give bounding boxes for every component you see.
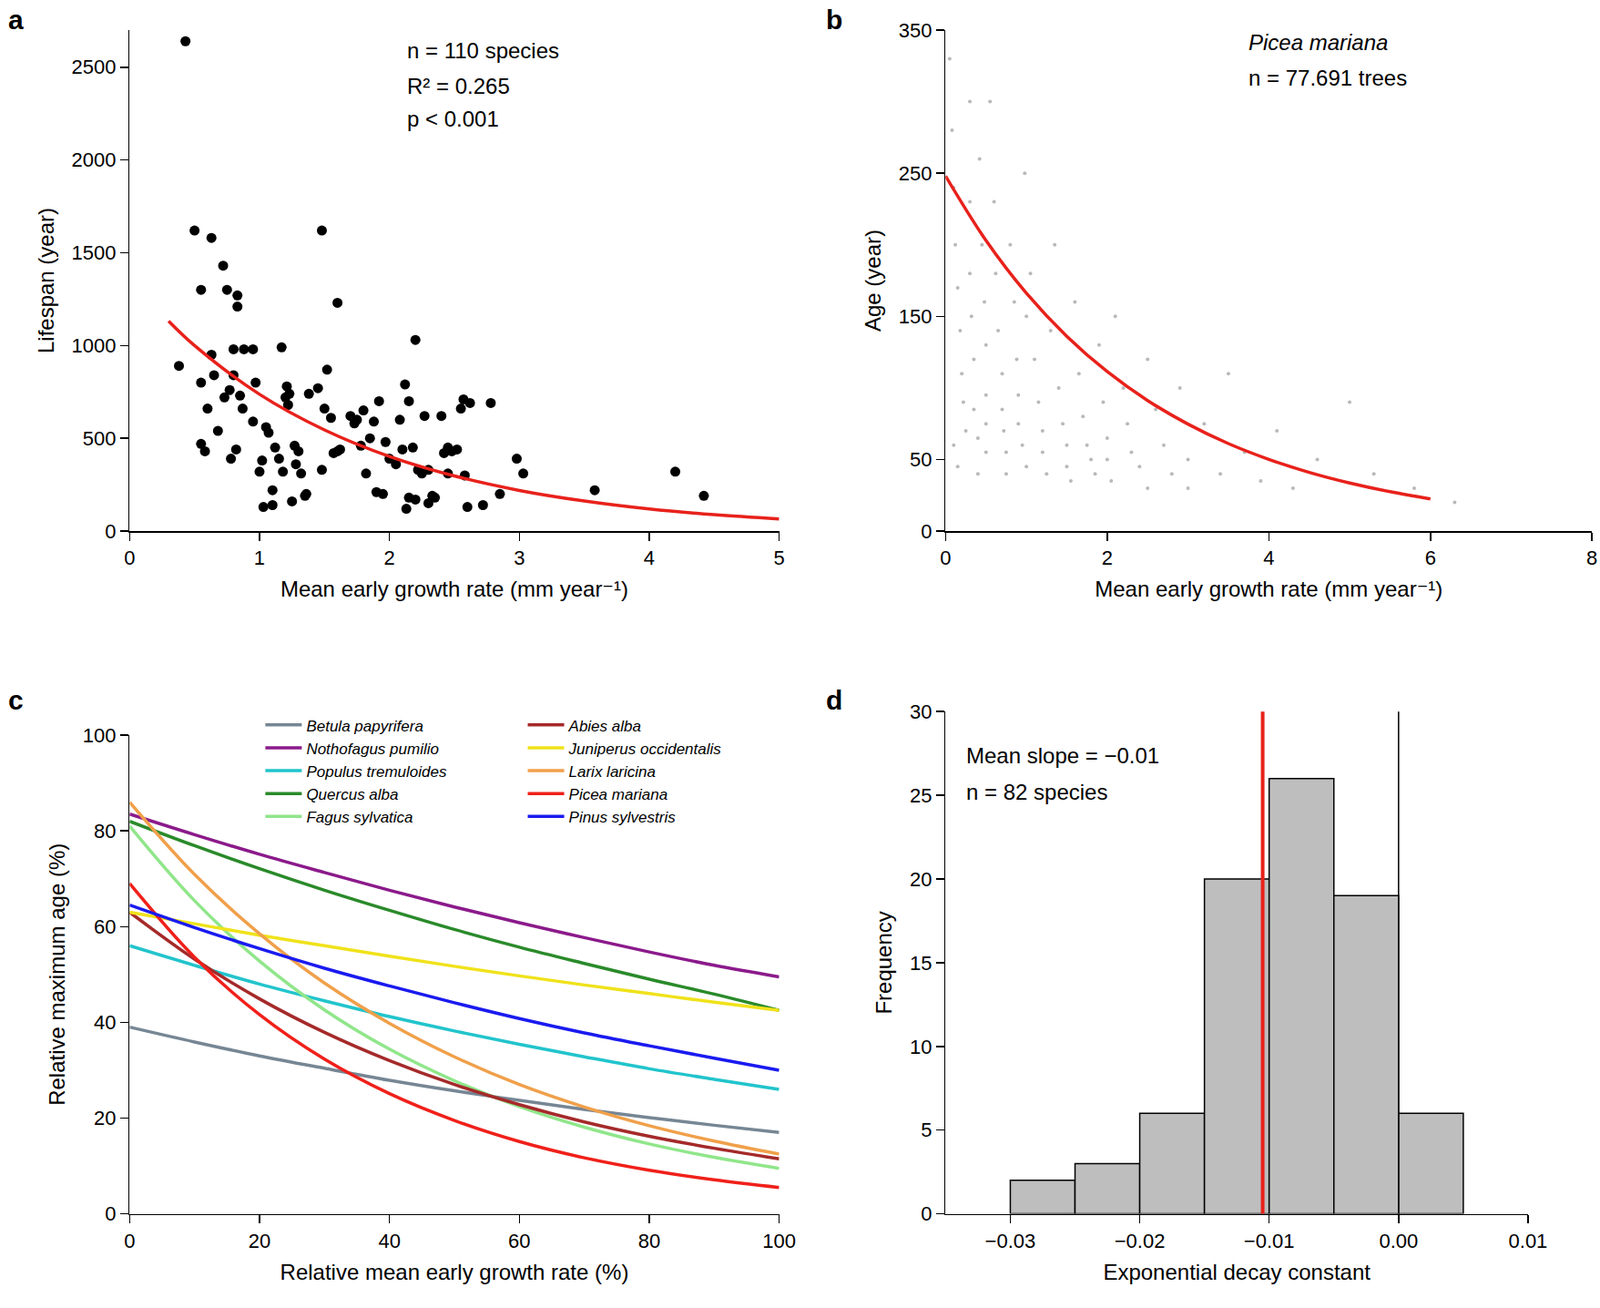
svg-text:80: 80 bbox=[93, 819, 116, 843]
svg-text:40: 40 bbox=[93, 1010, 116, 1034]
svg-text:0: 0 bbox=[939, 546, 951, 570]
svg-text:p < 0.001: p < 0.001 bbox=[407, 106, 500, 132]
svg-text:2500: 2500 bbox=[71, 55, 116, 79]
svg-text:1: 1 bbox=[254, 546, 265, 570]
svg-text:2: 2 bbox=[1101, 546, 1113, 570]
svg-text:10: 10 bbox=[909, 1035, 932, 1059]
svg-text:Quercus alba: Quercus alba bbox=[305, 785, 398, 804]
svg-text:R² = 0.265: R² = 0.265 bbox=[407, 73, 510, 99]
svg-text:Abies alba: Abies alba bbox=[568, 716, 642, 734]
svg-text:d: d bbox=[825, 684, 843, 715]
svg-text:Populus tremuloides: Populus tremuloides bbox=[305, 763, 448, 781]
svg-text:Nothofagus pumilio: Nothofagus pumilio bbox=[305, 740, 439, 758]
svg-text:2000: 2000 bbox=[71, 148, 116, 172]
svg-text:5: 5 bbox=[920, 1118, 932, 1142]
svg-text:0: 0 bbox=[104, 519, 116, 543]
svg-text:Relative mean early growth rat: Relative mean early growth rate (%) bbox=[280, 1259, 630, 1285]
svg-text:0: 0 bbox=[123, 546, 135, 570]
svg-text:30: 30 bbox=[909, 700, 932, 724]
svg-text:25: 25 bbox=[909, 784, 932, 807]
svg-text:n = 77.691 trees: n = 77.691 trees bbox=[1248, 65, 1407, 91]
svg-text:15: 15 bbox=[909, 951, 932, 975]
svg-text:250: 250 bbox=[898, 162, 933, 185]
svg-text:−0.03: −0.03 bbox=[985, 1229, 1037, 1253]
svg-text:Betula papyrifera: Betula papyrifera bbox=[305, 716, 424, 734]
svg-text:4: 4 bbox=[1263, 546, 1274, 570]
svg-text:Picea mariana: Picea mariana bbox=[1248, 30, 1388, 55]
svg-text:−0.02: −0.02 bbox=[1114, 1229, 1166, 1253]
svg-text:150: 150 bbox=[898, 305, 933, 328]
svg-text:60: 60 bbox=[93, 915, 116, 938]
svg-text:Lifespan (year): Lifespan (year) bbox=[33, 207, 59, 354]
svg-text:Mean slope = −0.01: Mean slope = −0.01 bbox=[966, 743, 1160, 768]
svg-text:2: 2 bbox=[384, 546, 396, 570]
svg-text:a: a bbox=[8, 4, 24, 35]
svg-text:0: 0 bbox=[920, 519, 932, 543]
svg-text:Picea mariana: Picea mariana bbox=[569, 785, 669, 804]
svg-text:n = 110 species: n = 110 species bbox=[407, 38, 560, 63]
svg-text:350: 350 bbox=[898, 19, 933, 42]
svg-text:Mean early growth rate (mm yea: Mean early growth rate (mm year⁻¹) bbox=[1094, 576, 1443, 602]
svg-text:Mean early growth rate (mm yea: Mean early growth rate (mm year⁻¹) bbox=[280, 576, 629, 602]
svg-text:20: 20 bbox=[93, 1106, 116, 1130]
svg-text:3: 3 bbox=[513, 546, 525, 570]
svg-text:0: 0 bbox=[920, 1202, 932, 1225]
svg-text:0.01: 0.01 bbox=[1508, 1229, 1549, 1253]
svg-text:b: b bbox=[825, 4, 843, 35]
svg-text:1500: 1500 bbox=[71, 241, 116, 265]
svg-text:Juniperus occidentalis: Juniperus occidentalis bbox=[568, 740, 723, 758]
svg-text:Pinus sylvestris: Pinus sylvestris bbox=[569, 808, 677, 826]
svg-text:Exponential decay constant: Exponential decay constant bbox=[1102, 1259, 1371, 1285]
svg-text:1000: 1000 bbox=[71, 334, 116, 357]
svg-text:5: 5 bbox=[774, 546, 785, 570]
svg-text:Age (year): Age (year) bbox=[860, 229, 886, 332]
svg-text:20: 20 bbox=[909, 867, 932, 891]
svg-text:Fagus sylvatica: Fagus sylvatica bbox=[305, 808, 413, 826]
svg-text:20: 20 bbox=[248, 1229, 271, 1253]
svg-text:0.00: 0.00 bbox=[1378, 1229, 1418, 1253]
svg-text:0: 0 bbox=[123, 1229, 135, 1253]
svg-text:Larix laricina: Larix laricina bbox=[569, 763, 656, 781]
svg-text:c: c bbox=[8, 684, 24, 715]
svg-text:−0.01: −0.01 bbox=[1243, 1229, 1295, 1253]
svg-text:50: 50 bbox=[909, 448, 932, 471]
svg-text:60: 60 bbox=[508, 1229, 530, 1253]
svg-text:80: 80 bbox=[638, 1229, 661, 1253]
svg-text:0: 0 bbox=[104, 1202, 116, 1225]
svg-text:4: 4 bbox=[643, 546, 655, 570]
svg-text:Frequency: Frequency bbox=[871, 910, 897, 1014]
svg-text:500: 500 bbox=[82, 427, 117, 450]
svg-text:8: 8 bbox=[1586, 546, 1598, 570]
svg-text:6: 6 bbox=[1425, 546, 1437, 570]
svg-text:40: 40 bbox=[377, 1229, 400, 1253]
svg-text:100: 100 bbox=[82, 723, 117, 747]
svg-text:100: 100 bbox=[762, 1229, 796, 1253]
svg-text:n = 82 species: n = 82 species bbox=[966, 779, 1108, 805]
svg-text:Relative maximum age (%): Relative maximum age (%) bbox=[44, 843, 70, 1106]
